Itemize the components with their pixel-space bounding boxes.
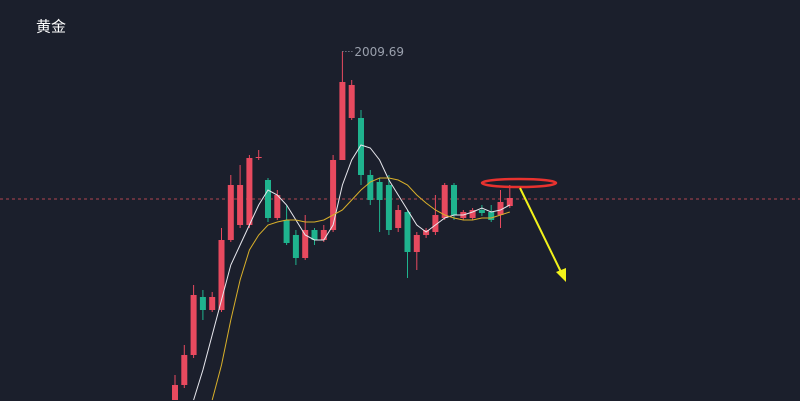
candle-body [339, 82, 346, 160]
candle-body [209, 297, 216, 310]
candle-body [432, 215, 439, 232]
candle-body [367, 175, 374, 200]
moving-average [211, 177, 510, 401]
candle-body [237, 185, 244, 225]
candle-body [218, 240, 225, 310]
candle-body [255, 157, 262, 158]
candle-body [469, 210, 476, 218]
candle-body [265, 180, 271, 218]
candle-body [348, 85, 355, 118]
moving-average [193, 144, 511, 401]
candle-body [274, 195, 281, 218]
candle-body [227, 185, 234, 240]
plot [0, 51, 800, 401]
candle-body [385, 185, 392, 230]
arrow-shaft [519, 187, 563, 275]
candle-body [246, 158, 253, 225]
candle-body [292, 235, 299, 258]
candle-body [395, 210, 402, 228]
candle-body [488, 212, 495, 220]
candle-body [320, 230, 327, 240]
candle-body [302, 230, 309, 258]
arrow-head [556, 268, 566, 282]
candle-body [311, 230, 318, 240]
candle-body [190, 295, 197, 355]
candle-body [358, 118, 364, 175]
high-label: 2009.69 [354, 45, 404, 59]
candle-body [181, 355, 188, 385]
candle-body [451, 185, 457, 215]
candle-body [199, 297, 206, 310]
candle-body [441, 185, 448, 218]
candle-body [376, 182, 383, 200]
highlight-ellipse [480, 177, 558, 189]
candle-body [172, 385, 178, 400]
candle-body [478, 210, 485, 213]
candle-body [330, 160, 337, 230]
candle-body [404, 212, 411, 252]
candle-body [506, 198, 513, 206]
candle-body [283, 220, 290, 243]
candle-body [497, 202, 504, 215]
chart-title: 黄金 [36, 18, 66, 36]
candle-body [413, 235, 420, 252]
